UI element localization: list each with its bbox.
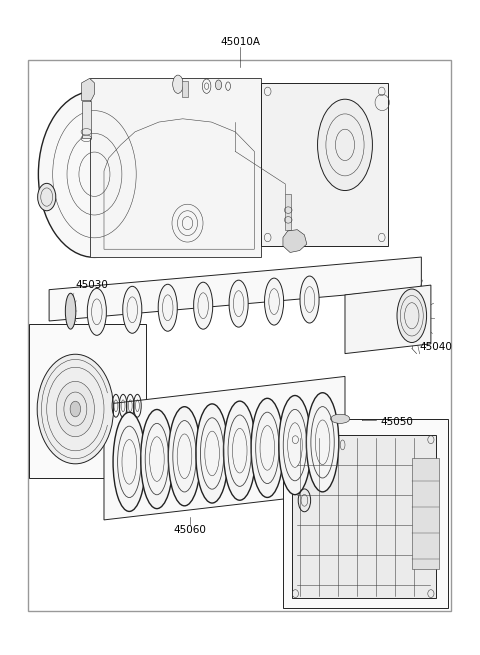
Ellipse shape (113, 412, 145, 512)
Ellipse shape (264, 278, 284, 325)
Ellipse shape (173, 75, 183, 94)
Ellipse shape (318, 99, 372, 191)
Polygon shape (262, 83, 388, 246)
Ellipse shape (168, 407, 201, 506)
Text: 45030: 45030 (76, 280, 108, 290)
Bar (285, 194, 291, 230)
Text: 45040: 45040 (419, 342, 452, 352)
Ellipse shape (158, 284, 177, 331)
Ellipse shape (196, 404, 228, 503)
Ellipse shape (251, 398, 284, 497)
Ellipse shape (141, 409, 173, 509)
Polygon shape (90, 79, 262, 257)
Ellipse shape (229, 280, 248, 327)
Bar (28, 60, 451, 611)
Text: 45010A: 45010A (220, 37, 260, 47)
Bar (412, 458, 440, 569)
Text: 45060: 45060 (173, 525, 206, 534)
Ellipse shape (38, 91, 151, 257)
Polygon shape (345, 285, 431, 354)
Ellipse shape (37, 183, 56, 211)
Text: 45050: 45050 (381, 417, 414, 427)
Polygon shape (82, 79, 95, 100)
Ellipse shape (224, 401, 256, 500)
Ellipse shape (123, 286, 142, 333)
Ellipse shape (193, 282, 213, 329)
Bar (283, 419, 447, 608)
Bar (82, 100, 91, 138)
Ellipse shape (279, 396, 311, 495)
Ellipse shape (87, 288, 107, 335)
Ellipse shape (331, 414, 350, 423)
Polygon shape (283, 230, 307, 252)
Bar (29, 324, 146, 477)
Polygon shape (104, 377, 345, 520)
Ellipse shape (306, 393, 339, 492)
Ellipse shape (56, 381, 95, 437)
Ellipse shape (37, 354, 114, 464)
Bar (182, 81, 188, 97)
Polygon shape (49, 257, 421, 321)
Ellipse shape (300, 276, 319, 323)
Ellipse shape (65, 293, 76, 329)
Bar (292, 435, 436, 598)
Ellipse shape (70, 402, 81, 417)
Ellipse shape (216, 80, 222, 90)
Ellipse shape (397, 289, 427, 343)
